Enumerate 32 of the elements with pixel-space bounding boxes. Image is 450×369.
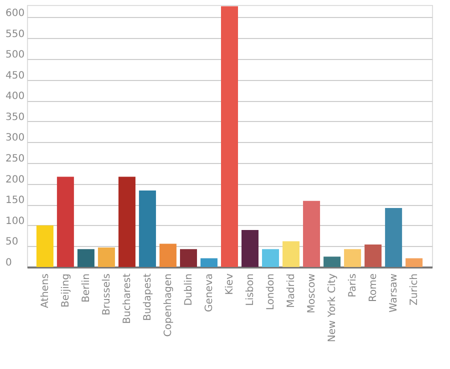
- x-tick-label: Bucharest: [122, 273, 133, 324]
- x-tick-label: Budapest: [142, 273, 154, 321]
- y-tick-label: 150: [6, 195, 25, 206]
- x-tick-label: Dublin: [183, 274, 194, 306]
- y-tick-label: 550: [6, 28, 25, 40]
- x-tick-label: Berlin: [80, 274, 92, 303]
- x-tick-label: Athens: [40, 274, 51, 308]
- x-tick-label: Zurich: [409, 274, 420, 306]
- y-tick-label: 500: [6, 50, 25, 61]
- y-tick-label: 450: [6, 70, 25, 82]
- x-tick-label: Warsaw: [388, 274, 400, 313]
- x-tick-label: Kiev: [224, 273, 236, 295]
- y-tick-label: 250: [6, 154, 25, 165]
- y-tick-label: 50: [6, 236, 18, 248]
- x-tick-label: Rome: [368, 274, 380, 302]
- x-tick-label: Geneva: [204, 274, 215, 312]
- y-tick-label: 400: [6, 91, 25, 102]
- y-tick-label: 100: [6, 216, 25, 227]
- y-tick-label: 600: [6, 8, 25, 19]
- x-tick-label: Copenhagen: [162, 274, 174, 337]
- x-tick-label: London: [266, 274, 277, 310]
- y-tick-label: 0: [6, 258, 12, 268]
- x-tick-label: Moscow: [306, 274, 318, 314]
- y-tick-label: 200: [6, 174, 25, 186]
- x-tick-label: Brussels: [101, 274, 112, 316]
- x-tick-label: Lisbon: [245, 274, 256, 306]
- y-tick-label: 350: [6, 112, 25, 123]
- x-tick-label: Beijing: [60, 274, 72, 308]
- y-tick-label: 300: [6, 132, 25, 144]
- x-tick-label: New York City: [327, 273, 338, 342]
- x-tick-label: Paris: [348, 274, 359, 298]
- x-tick-label: Madrid: [286, 274, 298, 308]
